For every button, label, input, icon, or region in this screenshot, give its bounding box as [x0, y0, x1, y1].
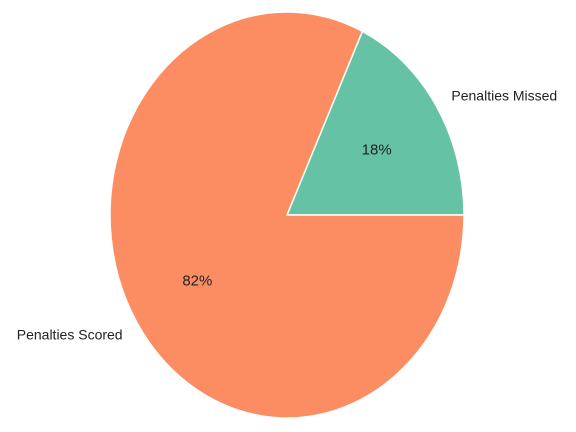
pie-pct-label-penalties-missed: 18%	[362, 142, 392, 159]
pie-slice-penalties-scored	[109, 11, 465, 419]
pie-pct-label-penalties-scored: 82%	[182, 272, 212, 289]
pie-slice-penalties-missed	[285, 30, 465, 216]
pie-category-label-penalties-missed: Penalties Missed	[451, 87, 557, 103]
pie-category-label-penalties-scored: Penalties Scored	[17, 327, 123, 343]
